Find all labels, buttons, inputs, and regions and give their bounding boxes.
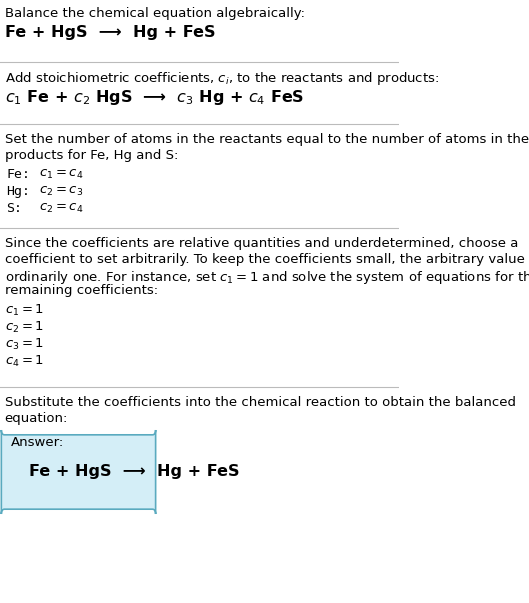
Text: Add stoichiometric coefficients, $c_i$, to the reactants and products:: Add stoichiometric coefficients, $c_i$, …	[5, 70, 439, 87]
FancyBboxPatch shape	[2, 430, 156, 514]
Text: Fe:: Fe:	[6, 168, 30, 181]
Text: $c_4 = 1$: $c_4 = 1$	[5, 354, 43, 369]
Text: $c_1 = c_4$: $c_1 = c_4$	[39, 168, 84, 181]
Text: remaining coefficients:: remaining coefficients:	[5, 285, 158, 297]
Text: Set the number of atoms in the reactants equal to the number of atoms in the: Set the number of atoms in the reactants…	[5, 133, 528, 146]
Text: Fe + HgS  ⟶  Hg + FeS: Fe + HgS ⟶ Hg + FeS	[5, 25, 215, 40]
Text: Fe + HgS  ⟶  Hg + FeS: Fe + HgS ⟶ Hg + FeS	[29, 464, 239, 479]
Text: $c_2 = c_3$: $c_2 = c_3$	[39, 185, 84, 198]
Text: $c_1$ Fe + $c_2$ HgS  ⟶  $c_3$ Hg + $c_4$ FeS: $c_1$ Fe + $c_2$ HgS ⟶ $c_3$ Hg + $c_4$ …	[5, 88, 304, 107]
Text: equation:: equation:	[5, 412, 68, 425]
Text: $c_3 = 1$: $c_3 = 1$	[5, 337, 43, 352]
Text: Substitute the coefficients into the chemical reaction to obtain the balanced: Substitute the coefficients into the che…	[5, 396, 516, 409]
Text: ordinarily one. For instance, set $c_1 = 1$ and solve the system of equations fo: ordinarily one. For instance, set $c_1 =…	[5, 268, 529, 286]
Text: $c_2 = 1$: $c_2 = 1$	[5, 320, 43, 335]
Text: $c_2 = c_4$: $c_2 = c_4$	[39, 202, 84, 215]
Text: Answer:: Answer:	[11, 436, 64, 449]
Text: Since the coefficients are relative quantities and underdetermined, choose a: Since the coefficients are relative quan…	[5, 237, 518, 250]
Text: S:: S:	[6, 202, 22, 215]
Text: Hg:: Hg:	[6, 185, 30, 198]
Text: coefficient to set arbitrarily. To keep the coefficients small, the arbitrary va: coefficient to set arbitrarily. To keep …	[5, 253, 529, 266]
Text: $c_1 = 1$: $c_1 = 1$	[5, 303, 43, 318]
Text: products for Fe, Hg and S:: products for Fe, Hg and S:	[5, 149, 178, 162]
Text: Balance the chemical equation algebraically:: Balance the chemical equation algebraica…	[5, 7, 305, 20]
